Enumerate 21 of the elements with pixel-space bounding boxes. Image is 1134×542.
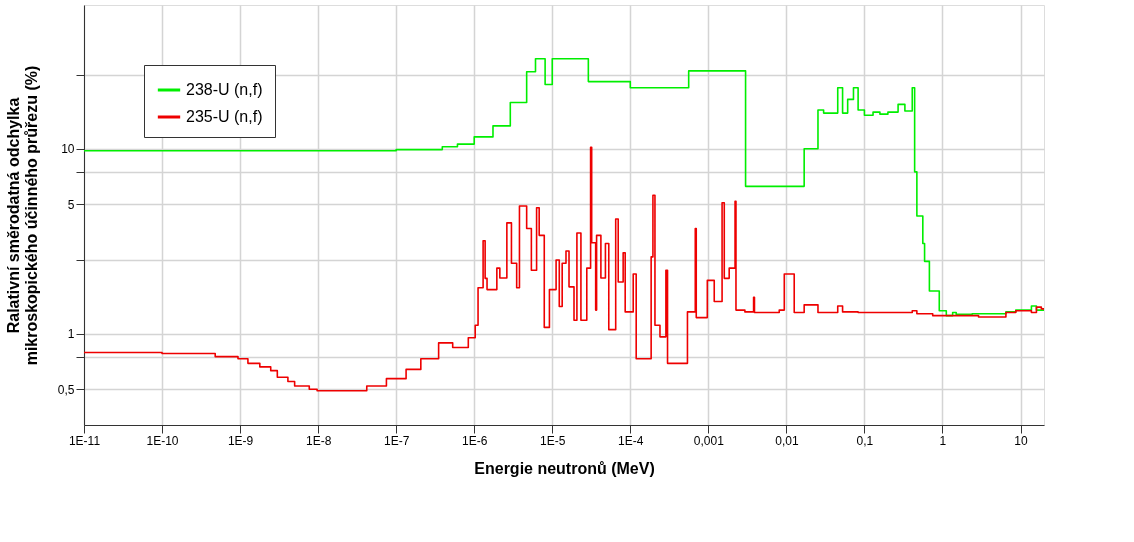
legend-label: 238-U (n,f): [186, 81, 263, 98]
legend-label: 235-U (n,f): [186, 108, 263, 125]
x-tick-label: 10: [1014, 433, 1028, 448]
y-tick-label: 10: [61, 142, 75, 157]
x-tick-label: 1E-10: [146, 433, 179, 448]
y-tick-label: 0,5: [57, 382, 75, 397]
y-axis-title: Ralativní směrodatná odchylka mikroskopického účinného průřezu (%): [4, 65, 40, 366]
y-tick-label: 5: [67, 197, 75, 212]
x-tick-label: 1E-8: [305, 433, 332, 448]
x-tick-label: 1: [939, 433, 947, 448]
x-tick-label: 1E-6: [462, 433, 488, 448]
x-tick-label: 1E-11: [68, 433, 101, 448]
x-tick-label: 0,01: [775, 433, 799, 448]
x-tick-label: 0,1: [856, 433, 874, 448]
x-axis-title: Energie neutronů (MeV): [474, 459, 655, 477]
x-tick-label: 0,001: [693, 433, 725, 448]
x-tick-label: 1E-4: [618, 433, 644, 448]
x-tick-label: 1E-7: [383, 433, 410, 448]
x-tick-label: 1E-5: [540, 433, 566, 448]
y-tick-label: 1: [67, 327, 75, 342]
x-tick-label: 1E-9: [227, 433, 254, 448]
